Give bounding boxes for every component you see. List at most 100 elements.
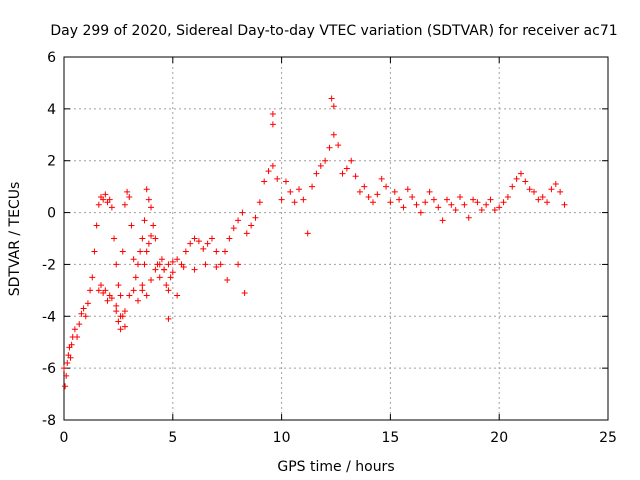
data-point	[269, 121, 276, 128]
data-point	[202, 261, 209, 268]
data-point	[67, 354, 74, 361]
data-point	[374, 191, 381, 198]
data-point	[128, 222, 135, 229]
x-tick-label: 5	[168, 430, 177, 446]
data-point	[208, 235, 215, 242]
y-tick-label: -6	[42, 361, 56, 377]
y-tick-label: -8	[42, 413, 56, 429]
data-point	[63, 372, 70, 379]
data-point	[256, 199, 263, 206]
data-point	[269, 162, 276, 169]
data-point	[121, 201, 128, 208]
y-tick-label: 2	[47, 154, 56, 170]
data-point	[143, 186, 150, 193]
y-axis-label: SDTVAR / TECUs	[7, 182, 23, 297]
data-point	[117, 292, 124, 299]
data-point	[509, 183, 516, 190]
data-point	[145, 240, 152, 247]
data-point	[457, 194, 464, 201]
data-point	[102, 287, 109, 294]
data-point	[291, 199, 298, 206]
data-point	[78, 310, 85, 317]
data-point	[222, 248, 229, 255]
data-point	[152, 266, 159, 273]
data-point	[513, 175, 520, 182]
data-point	[517, 170, 524, 177]
chart-title: Day 299 of 2020, Sidereal Day-to-day VTE…	[50, 23, 617, 39]
x-tick-label: 15	[381, 430, 399, 446]
data-point	[239, 209, 246, 216]
y-tick-label: 4	[47, 102, 56, 118]
data-point	[213, 248, 220, 255]
data-point	[115, 318, 122, 325]
data-point	[143, 248, 150, 255]
data-point	[282, 178, 289, 185]
data-point	[296, 186, 303, 193]
data-point	[139, 287, 146, 294]
data-point	[483, 201, 490, 208]
data-point	[248, 222, 255, 229]
data-point	[161, 266, 168, 273]
data-point	[430, 196, 437, 203]
data-point	[74, 334, 81, 341]
data-point	[68, 341, 75, 348]
data-point	[91, 248, 98, 255]
data-point	[195, 238, 202, 245]
data-point	[156, 274, 163, 281]
data-point	[156, 261, 163, 268]
y-tick-label: 6	[47, 50, 56, 66]
data-point	[328, 95, 335, 102]
y-tick-label: 0	[47, 206, 56, 222]
y-tick-label: -2	[42, 257, 56, 273]
data-point	[243, 230, 250, 237]
data-point	[387, 199, 394, 206]
data-point	[435, 204, 442, 211]
data-point	[95, 201, 102, 208]
data-point	[163, 282, 170, 289]
data-points	[61, 95, 568, 390]
data-point	[522, 178, 529, 185]
data-point	[187, 240, 194, 247]
data-point	[115, 282, 122, 289]
data-point	[141, 261, 148, 268]
data-point	[139, 282, 146, 289]
data-point	[145, 196, 152, 203]
axis-ticks	[63, 56, 609, 421]
data-point	[126, 194, 133, 201]
data-point	[535, 196, 542, 203]
data-point	[439, 217, 446, 224]
data-point	[309, 183, 316, 190]
data-point	[557, 188, 564, 195]
data-point	[361, 183, 368, 190]
y-tick-label: -4	[42, 309, 56, 325]
data-point	[330, 103, 337, 110]
data-point	[113, 261, 120, 268]
data-point	[465, 214, 472, 221]
data-point	[108, 295, 115, 302]
data-point	[119, 313, 126, 320]
data-point	[124, 188, 131, 195]
data-point	[235, 261, 242, 268]
data-point	[165, 315, 172, 322]
data-point	[217, 261, 224, 268]
data-point	[322, 157, 329, 164]
data-point	[89, 274, 96, 281]
data-point	[87, 287, 94, 294]
data-point	[348, 157, 355, 164]
data-point	[278, 196, 285, 203]
data-point	[552, 181, 559, 188]
data-point	[180, 264, 187, 271]
data-point	[230, 225, 237, 232]
data-point	[169, 258, 176, 265]
data-point	[71, 326, 78, 333]
data-point	[213, 264, 220, 271]
data-point	[478, 206, 485, 213]
data-point	[169, 269, 176, 276]
x-tick-label: 0	[60, 430, 69, 446]
plot-frame	[63, 56, 609, 421]
data-point	[317, 162, 324, 169]
data-point	[274, 175, 281, 182]
data-point	[200, 245, 207, 252]
data-point	[126, 292, 133, 299]
data-point	[104, 297, 111, 304]
